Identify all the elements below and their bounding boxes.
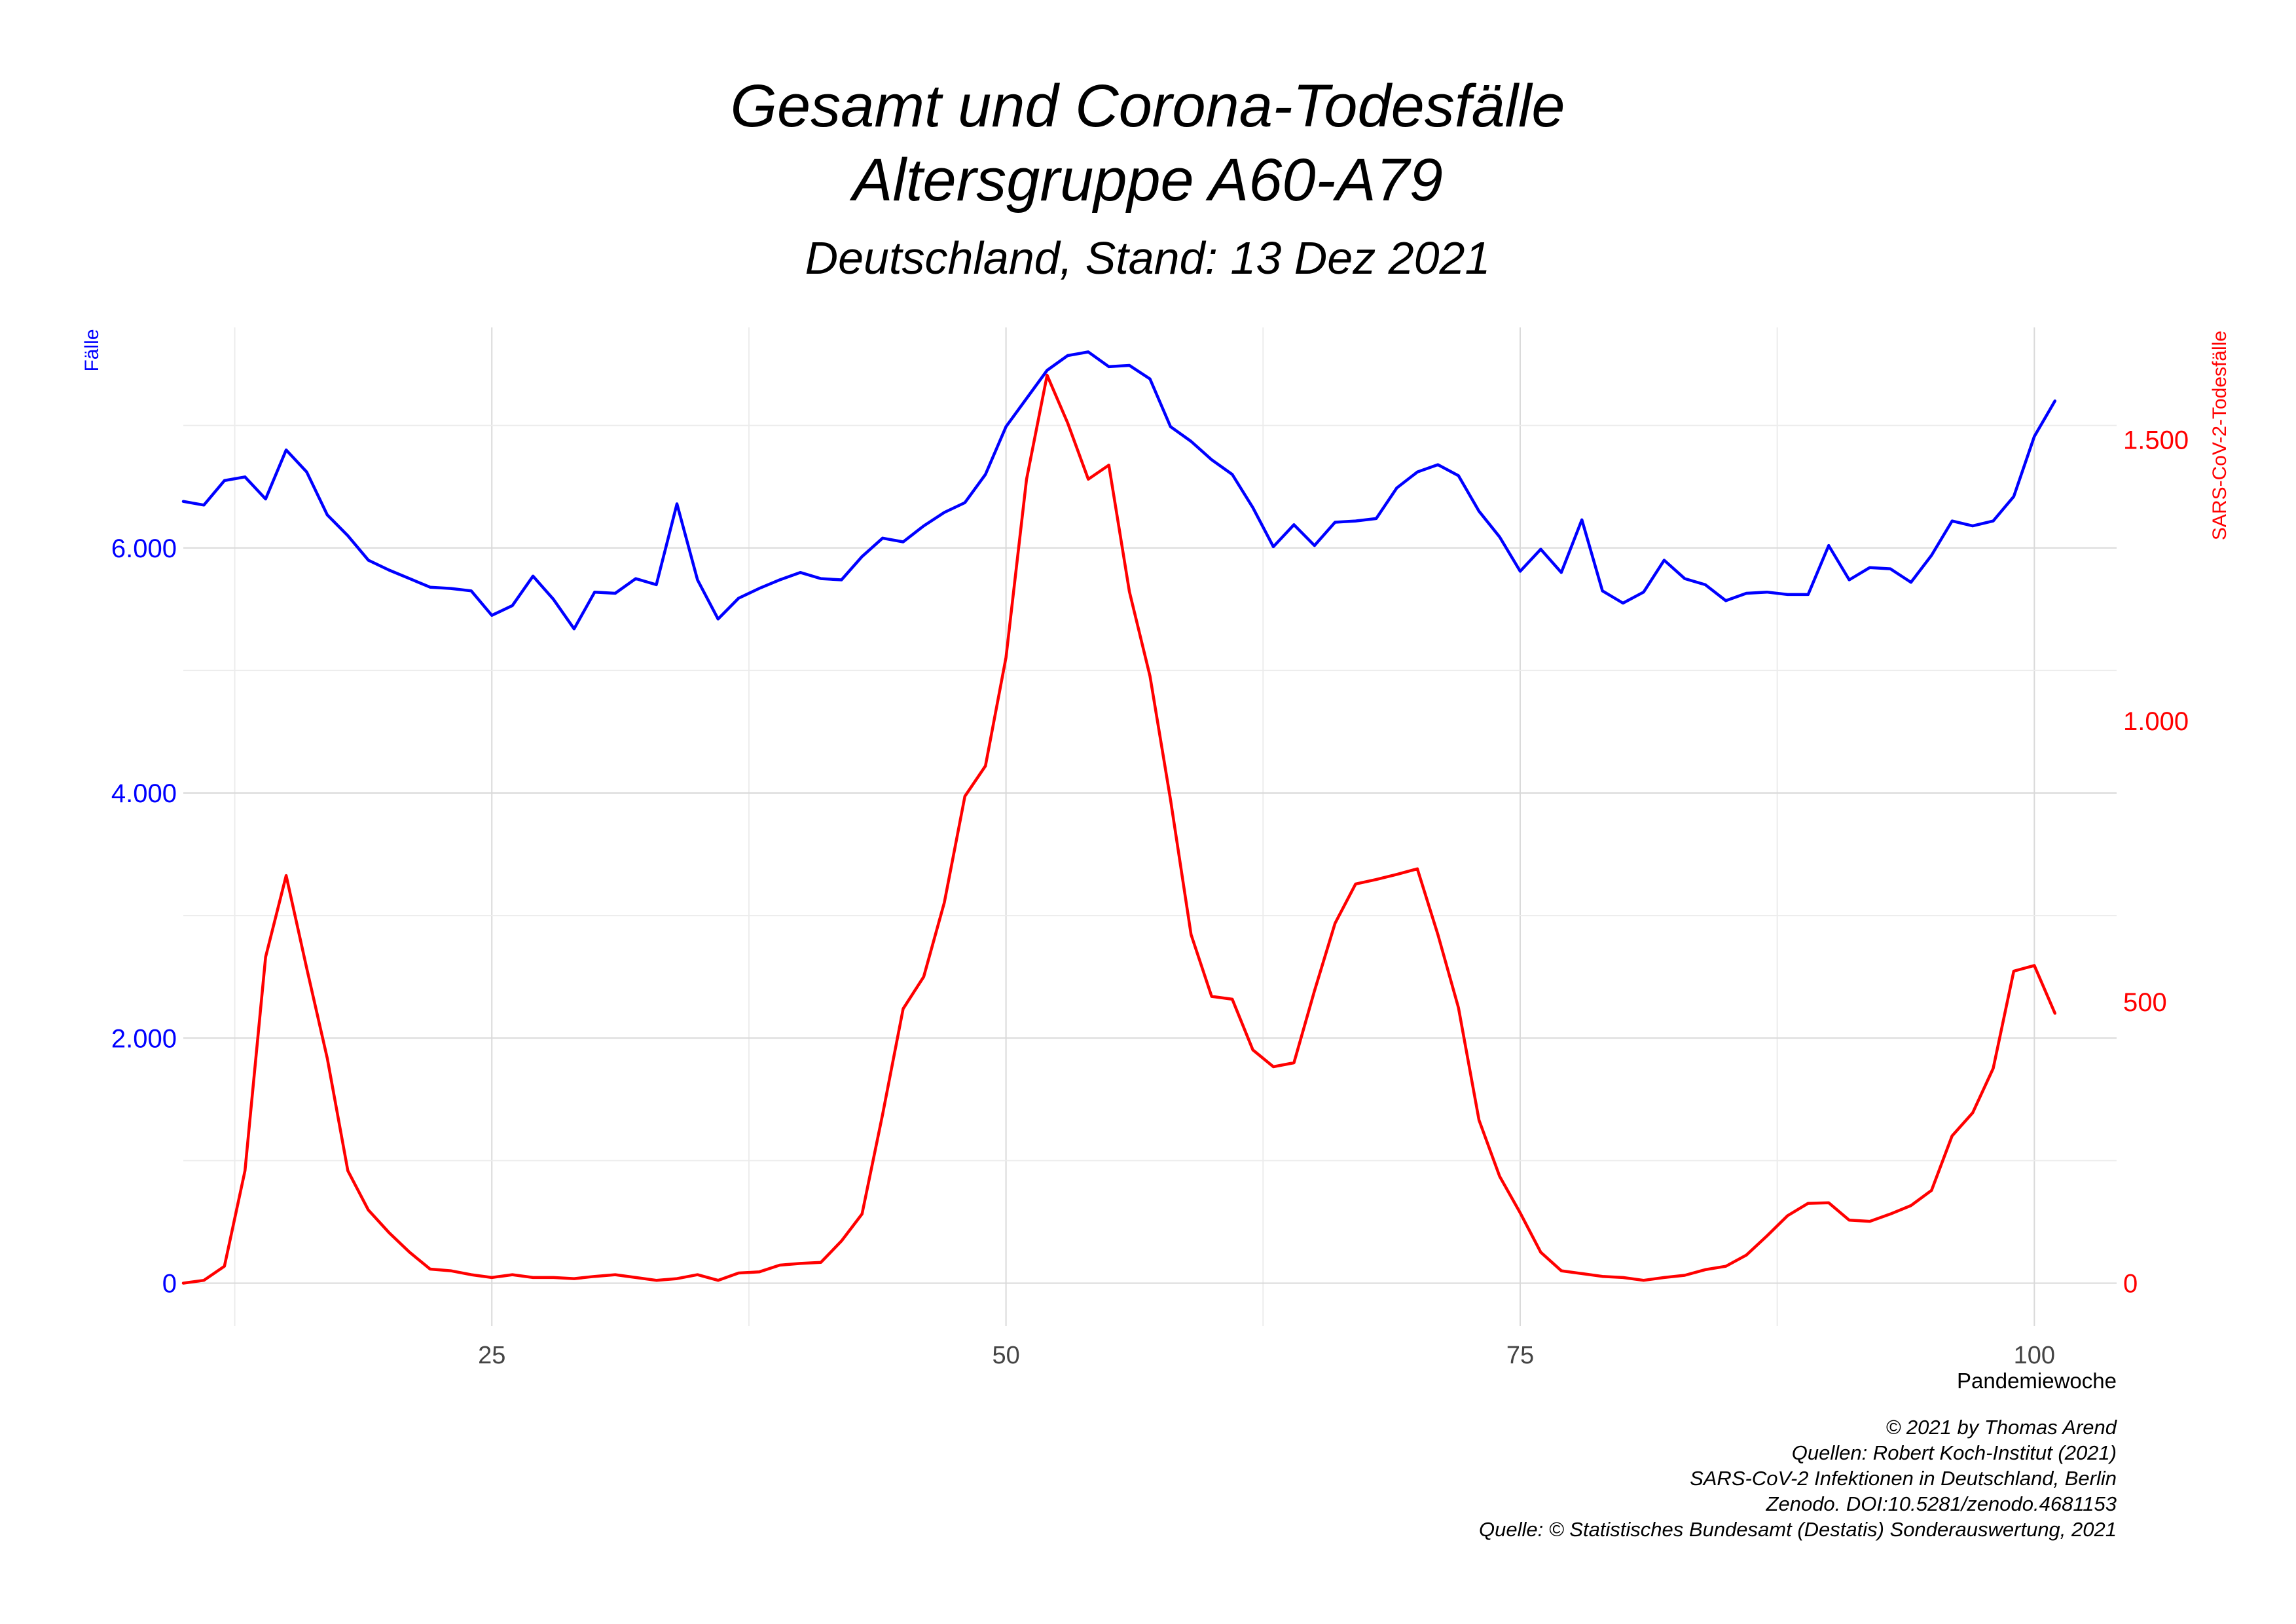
y-left-tick-label: 2.000 — [111, 1024, 177, 1053]
y-left-tick-label: 0 — [162, 1270, 177, 1299]
credit-line-2: Quellen: Robert Koch-Institut (2021) — [1792, 1441, 2117, 1464]
x-tick-label: 25 — [478, 1342, 505, 1369]
y-right-tick-label: 500 — [2123, 988, 2167, 1017]
y-left-tick-label: 6.000 — [111, 534, 177, 563]
chart-title: Gesamt und Corona-Todesfälle — [730, 73, 1565, 139]
y-right-tick-label: 1.500 — [2123, 426, 2189, 455]
x-tick-label: 75 — [1506, 1342, 1534, 1369]
series-line-corona — [181, 373, 2057, 1285]
y-right-tick-label: 0 — [2123, 1269, 2138, 1298]
y-left-tick-label: 4.000 — [111, 779, 177, 808]
x-tick-label: 50 — [992, 1342, 1019, 1369]
credit-line-3: SARS-CoV-2 Infektionen in Deutschland, B… — [1690, 1467, 2117, 1490]
x-axis-title: Pandemiewoche — [1957, 1369, 2117, 1393]
y-right-tick-label: 1.000 — [2123, 707, 2189, 736]
credits: © 2021 by Thomas Arend Quellen: Robert K… — [1479, 1416, 2118, 1541]
series-line-gesamt — [181, 350, 2057, 631]
y-right-axis-ticks: 0 500 1.000 1.500 — [2123, 426, 2189, 1299]
y-left-axis-title: Fälle — [81, 329, 103, 371]
series-layer — [181, 350, 2057, 1285]
credit-line-5: Quelle: © Statistisches Bundesamt (Desta… — [1479, 1518, 2117, 1541]
credit-line-4: Zenodo. DOI:10.5281/zenodo.4681153 — [1766, 1492, 2117, 1515]
x-axis-ticks: 25 50 75 100 — [478, 1342, 2055, 1369]
credit-line-1: © 2021 by Thomas Arend — [1886, 1416, 2117, 1439]
chart-subtitle: Deutschland, Stand: 13 Dez 2021 — [805, 232, 1491, 284]
chart-title-line2: Altersgruppe A60-A79 — [849, 147, 1443, 213]
y-right-axis-title: SARS-CoV-2-Todesfälle — [2209, 331, 2231, 540]
x-tick-label: 100 — [2014, 1342, 2055, 1369]
y-left-axis-ticks: 0 2.000 4.000 6.000 — [111, 534, 177, 1299]
